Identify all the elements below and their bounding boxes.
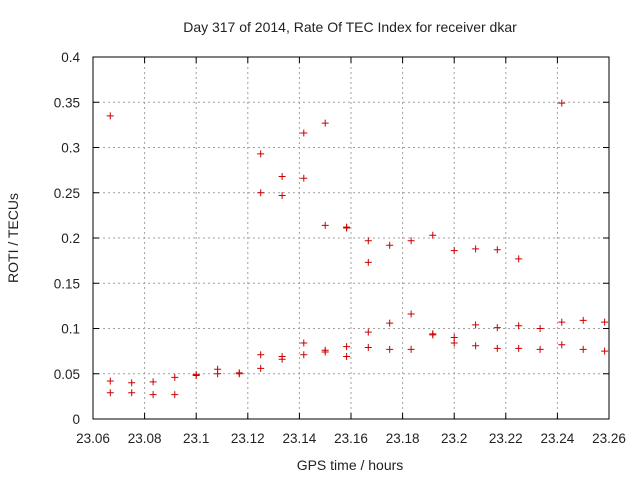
data-point-marker — [472, 321, 480, 329]
data-point-marker — [601, 347, 609, 355]
data-point-marker — [278, 172, 286, 180]
data-point-marker — [343, 224, 351, 232]
y-tick-label: 0.2 — [61, 231, 80, 246]
x-tick-label: 23.06 — [76, 431, 110, 446]
x-tick-label: 23.26 — [592, 431, 626, 446]
data-point-marker — [429, 331, 437, 339]
y-tick-label: 0.1 — [61, 322, 80, 337]
grid-lines — [93, 57, 609, 419]
data-point-marker — [450, 247, 458, 255]
data-point-marker — [364, 237, 372, 245]
data-point-marker — [386, 241, 394, 249]
data-point-marker — [515, 344, 523, 352]
data-point-marker — [515, 255, 523, 263]
data-point-marker — [278, 355, 286, 363]
data-point-marker — [493, 246, 501, 254]
y-tick-label: 0.35 — [54, 95, 80, 110]
x-tick-label: 23.14 — [283, 431, 317, 446]
y-tick-label: 0.3 — [61, 141, 80, 156]
data-point-marker — [536, 325, 544, 332]
data-point-marker — [321, 221, 329, 229]
data-point-marker — [493, 324, 501, 332]
data-point-marker — [407, 237, 415, 245]
data-point-marker — [364, 258, 372, 266]
data-point-marker — [493, 344, 501, 352]
data-point-marker — [321, 119, 329, 127]
data-point-marker — [128, 389, 136, 397]
data-point-marker — [364, 328, 372, 336]
x-tick-label: 23.12 — [231, 431, 265, 446]
x-tick-label: 23.08 — [128, 431, 162, 446]
data-point-marker — [558, 318, 566, 326]
data-point-marker — [257, 150, 265, 158]
data-point-marker — [257, 189, 265, 197]
data-point-marker — [257, 351, 265, 359]
data-point-marker — [257, 364, 265, 372]
data-point-marker — [171, 373, 179, 381]
plot-frame — [92, 56, 610, 420]
x-tick-label: 23.1 — [183, 431, 209, 446]
data-point-marker — [450, 339, 458, 347]
x-axis-label: GPS time / hours — [297, 457, 404, 473]
data-point-marker — [192, 372, 200, 380]
data-point-marker — [321, 348, 329, 356]
data-point-marker — [343, 353, 351, 361]
data-point-marker — [364, 344, 372, 352]
data-point-marker — [214, 370, 222, 378]
x-tick-labels: 23.06 23.08 23.1 23.12 23.14 23.16 23.18 23.2 23… — [76, 431, 626, 446]
data-point-marker — [278, 191, 286, 199]
y-tick-label: 0 — [72, 412, 80, 427]
data-point-marker — [472, 342, 480, 350]
x-tick-label: 23.22 — [489, 431, 523, 446]
data-point-marker — [106, 112, 114, 120]
data-point-marker — [300, 351, 308, 359]
y-tick-label: 0.05 — [54, 367, 80, 382]
x-tick-label: 23.18 — [386, 431, 420, 446]
data-point-marker — [128, 379, 136, 387]
y-tick-label: 0.15 — [54, 276, 80, 291]
data-point-marker — [235, 370, 243, 378]
data-point-marker — [579, 345, 587, 353]
data-point-marker — [558, 341, 566, 349]
data-points — [106, 99, 609, 399]
data-point-marker — [343, 343, 351, 351]
data-point-marker — [149, 391, 157, 399]
y-axis-label: ROTI / TECUs — [5, 193, 21, 283]
y-tick-label: 0.4 — [61, 50, 80, 65]
x-tick-label: 23.16 — [334, 431, 368, 446]
data-point-marker — [171, 391, 179, 399]
y-tick-labels: 0 0.05 0.1 0.15 0.2 0.25 0.3 0.35 0.4 — [54, 50, 81, 427]
data-point-marker — [472, 245, 480, 253]
data-point-marker — [558, 99, 566, 107]
data-point-marker — [386, 345, 394, 353]
data-point-marker — [149, 378, 157, 386]
data-point-marker — [386, 319, 394, 327]
data-point-marker — [300, 339, 308, 347]
data-point-marker — [515, 322, 523, 330]
data-point-marker — [106, 377, 114, 385]
data-point-marker — [601, 318, 609, 326]
data-point-marker — [300, 129, 308, 137]
x-tick-label: 23.24 — [541, 431, 575, 446]
x-tick-label: 23.2 — [441, 431, 467, 446]
y-tick-label: 0.25 — [54, 186, 80, 201]
data-point-marker — [300, 174, 308, 182]
chart-title: Day 317 of 2014, Rate Of TEC Index for r… — [183, 19, 517, 35]
data-point-marker — [407, 310, 415, 318]
data-point-marker — [429, 231, 437, 239]
data-point-marker — [536, 345, 544, 353]
data-point-marker — [579, 316, 587, 324]
data-point-marker — [106, 389, 114, 397]
data-point-marker — [407, 345, 415, 353]
